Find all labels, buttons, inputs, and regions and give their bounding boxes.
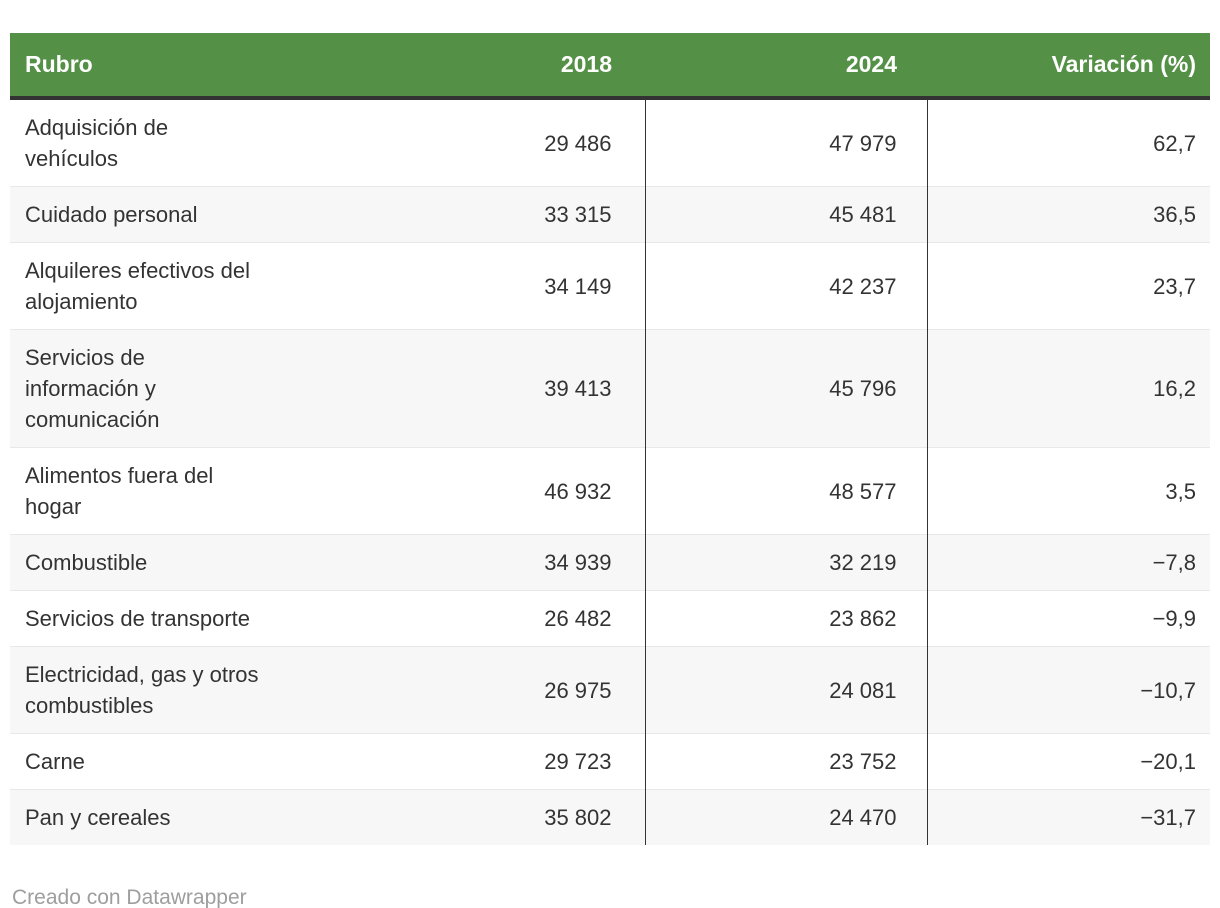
table-row: Adquisición de vehículos 29 486 47 979 62,7 (10, 98, 1210, 187)
cell-2018: 46 932 (350, 447, 645, 535)
cell-variacion: −9,9 (926, 590, 1210, 647)
column-header-rubro: Rubro (10, 33, 350, 100)
cell-rubro: Carne (10, 733, 350, 790)
cell-variacion: 62,7 (926, 98, 1210, 187)
table-row: Cuidado personal 33 315 45 481 36,5 (10, 186, 1210, 243)
table-row: Combustible 34 939 32 219 −7,8 (10, 534, 1210, 591)
cell-variacion: 3,5 (926, 447, 1210, 535)
cell-rubro: Adquisición de vehículos (25, 115, 169, 171)
cell-rubro: Alquileres efectivos del alojamiento (10, 242, 350, 330)
cell-2024: 24 470 (644, 789, 927, 845)
cell-rubro: Combustible (10, 534, 350, 591)
cell-2018: 29 723 (350, 733, 645, 790)
cell-variacion: −10,7 (926, 646, 1210, 734)
cell-2024: 32 219 (644, 534, 927, 591)
table-row: Electricidad, gas y otros combustibles 26… (10, 646, 1210, 734)
cell-2024: 23 752 (644, 733, 927, 790)
cell-variacion: −31,7 (926, 789, 1210, 845)
cell-rubro: Pan y cereales (10, 789, 350, 845)
table-header: Rubro 2018 2024 Variación (%) (10, 33, 1210, 100)
cell-rubro: Servicios de transporte (10, 590, 350, 647)
table-row: Carne 29 723 23 752 −20,1 (10, 733, 1210, 790)
cell-2024: 42 237 (644, 242, 927, 330)
table-header-row: Rubro 2018 2024 Variación (%) (10, 33, 1210, 100)
column-header-2024: 2024 (645, 33, 927, 100)
cell-2018: 39 413 (350, 329, 645, 448)
cell-2024: 45 796 (644, 329, 927, 448)
table-row: Alimentos fuera del hogar 46 932 48 577 3,5 (10, 447, 1210, 535)
cell-rubro: Alimentos fuera del hogar (10, 447, 350, 535)
cell-variacion: −20,1 (926, 733, 1210, 790)
cell-2018: 34 149 (350, 242, 645, 330)
cell-rubro: Electricidad, gas y otros combustibles (10, 646, 350, 734)
table-body: Adquisición de vehículos 29 486 47 979 62,7… (10, 98, 1210, 845)
table-row: Servicios de transporte 26 482 23 862 −9,9 (10, 590, 1210, 647)
datawrapper-attribution-link[interactable]: Creado con Datawrapper (12, 886, 247, 908)
cell-2018: 26 482 (350, 590, 645, 647)
cell-variacion: −7,8 (926, 534, 1210, 591)
cell-2024: 24 081 (644, 646, 927, 734)
column-header-variacion: Variación (%) (927, 33, 1210, 100)
table-row: Alquileres efectivos del alojamiento 34 1… (10, 242, 1210, 330)
cell-2024: 48 577 (644, 447, 927, 535)
cell-rubro: Servicios de información y comunicación (10, 329, 350, 448)
cell-variacion: 16,2 (926, 329, 1210, 448)
column-header-2018: 2018 (350, 33, 645, 100)
cell-2018: 33 315 (350, 186, 645, 243)
cell-2024: 47 979 (644, 98, 927, 187)
cell-2018: 34 939 (350, 534, 645, 591)
cell-2018: 29 486 (544, 130, 612, 156)
table-row: Pan y cereales 35 802 24 470 −31,7 (10, 789, 1210, 845)
cell-2018: 35 802 (350, 789, 645, 845)
cell-2024: 45 481 (644, 186, 927, 243)
data-table: Rubro 2018 2024 Variación (%) Adquisició… (10, 33, 1210, 845)
cell-variacion: 23,7 (926, 242, 1210, 330)
cell-variacion: 36,5 (926, 186, 1210, 243)
cell-2024: 23 862 (644, 590, 927, 647)
cell-2018: 26 975 (350, 646, 645, 734)
table-row: Servicios de información y comunicación 3… (10, 329, 1210, 448)
cell-rubro: Cuidado personal (10, 186, 350, 243)
